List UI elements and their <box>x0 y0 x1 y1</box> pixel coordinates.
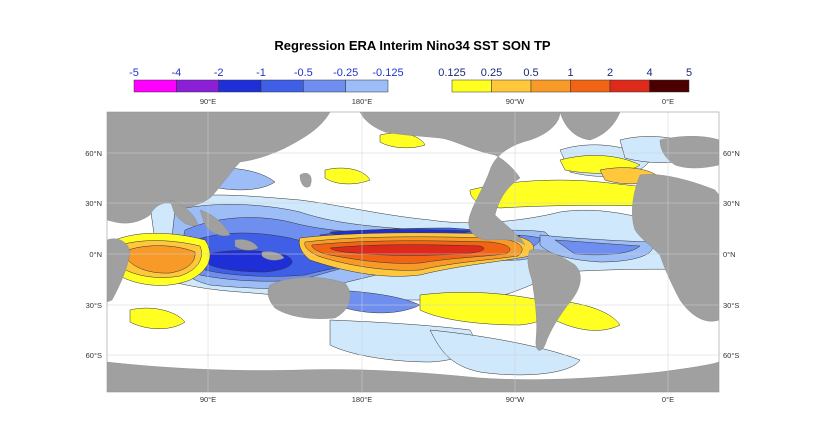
colorbar-negative: -5 -4 -2 -1 -0.5 -0.25 -0.125 <box>129 67 404 93</box>
longitude-label: 0°E <box>662 97 674 106</box>
colorbar-swatch <box>260 79 304 93</box>
latitude-label: 30°S <box>723 301 739 310</box>
colorbar-swatch <box>133 79 177 93</box>
longitude-label: 90°E <box>200 97 216 106</box>
map-gridlines <box>107 112 719 392</box>
map-frame <box>106 111 720 393</box>
longitude-label: 90°W <box>506 97 525 106</box>
latitude-label: 30°N <box>85 199 102 208</box>
colorbar-label: -4 <box>171 67 181 79</box>
latitude-label: 60°N <box>723 149 740 158</box>
latitude-label: 60°S <box>723 351 739 360</box>
longitude-label: 0°E <box>662 395 674 404</box>
map-title: Regression ERA Interim Nino34 SST SON TP <box>274 38 551 53</box>
colorbar-swatch <box>649 79 690 93</box>
colorbar-swatch <box>530 79 571 93</box>
colorbar-swatch <box>303 79 346 93</box>
longitude-label: 180°E <box>352 97 373 106</box>
colorbar-label: 2 <box>607 67 613 79</box>
latitude-label: 60°N <box>85 149 102 158</box>
latitude-label: 0°N <box>89 250 102 259</box>
colorbar-label: -2 <box>214 67 224 79</box>
land <box>107 112 719 392</box>
colorbar-swatch <box>570 79 611 93</box>
colorbar-label: 0.125 <box>438 67 466 79</box>
colorbar-label: 0.25 <box>481 67 502 79</box>
colorbar-label: 4 <box>646 67 652 79</box>
colorbar-label: -0.5 <box>294 67 313 79</box>
colorbar-swatch <box>345 79 389 93</box>
longitude-label: 180°E <box>352 395 373 404</box>
colorbar-label: 5 <box>686 67 692 79</box>
colorbar-swatch <box>451 79 492 93</box>
colorbar-swatch <box>218 79 262 93</box>
latitude-labels-right: 60°N 30°N 0°N 30°S 60°S <box>723 149 740 360</box>
colorbar-label: -0.125 <box>372 67 403 79</box>
longitude-labels-top: 90°E 180°E 90°W 0°E <box>200 97 674 106</box>
colorbar-label: 1 <box>567 67 573 79</box>
colorbar-swatch <box>491 79 532 93</box>
longitude-labels-bottom: 90°E 180°E 90°W 0°E <box>200 395 674 404</box>
colorbar-positive: 0.125 0.25 0.5 1 2 4 5 <box>438 67 692 93</box>
latitude-label: 60°S <box>86 351 102 360</box>
latitude-label: 0°N <box>723 250 736 259</box>
latitude-label: 30°N <box>723 199 740 208</box>
latitude-label: 30°S <box>86 301 102 310</box>
colorbar-label: -1 <box>256 67 266 79</box>
colorbar-swatch <box>609 79 650 93</box>
colorbar-label: -0.25 <box>333 67 358 79</box>
latitude-labels-left: 60°N 30°N 0°N 30°S 60°S <box>85 149 102 360</box>
colorbar-label: 0.5 <box>523 67 538 79</box>
colorbar-label: -5 <box>129 67 139 79</box>
longitude-label: 90°W <box>506 395 525 404</box>
colorbar-swatch <box>176 79 219 93</box>
longitude-label: 90°E <box>200 395 216 404</box>
